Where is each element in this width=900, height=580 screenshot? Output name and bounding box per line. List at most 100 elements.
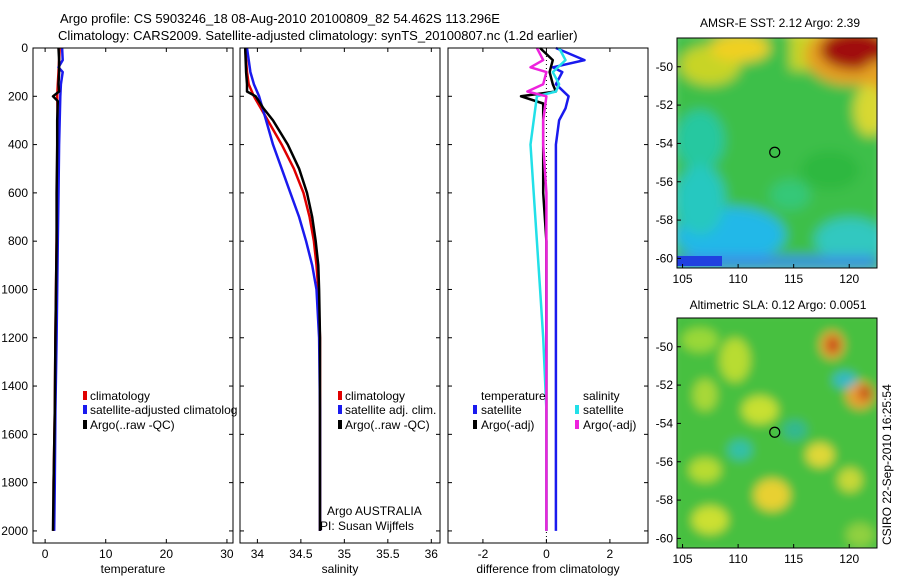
x-tick-label: 105: [673, 552, 693, 566]
argo-annotation-line2: PI: Susan Wijffels: [320, 519, 414, 533]
plot-frame: [239, 47, 441, 544]
y-tick-label: -52: [656, 98, 674, 112]
series-line-climatology: [243, 47, 322, 531]
y-tick-label: 600: [8, 186, 28, 200]
x-tick-label: 30: [220, 547, 234, 561]
y-tick-label: -54: [656, 136, 674, 150]
x-tick-label: 35: [338, 547, 352, 561]
sst-map-title: AMSR-E SST: 2.12 Argo: 2.39: [700, 16, 860, 30]
x-tick-label: -2: [478, 547, 489, 561]
argo-location-marker: [769, 146, 781, 158]
series-line-argo-raw-qc-: [51, 47, 61, 531]
series-line-temperature-satellite: [551, 46, 586, 531]
y-tick-label: -56: [656, 455, 674, 469]
x-tick-label: 35.5: [376, 547, 400, 561]
plot-frame: [32, 47, 234, 544]
y-tick-label: 200: [8, 89, 28, 103]
figure-title-line2: Climatology: CARS2009. Satellite-adjuste…: [58, 28, 578, 43]
legend-label-satellite: satellite-adjusted climatolog: [90, 403, 237, 417]
legend-title-temperature: temperature: [481, 389, 546, 403]
legend-swatch-temp-satellite: [473, 405, 477, 414]
y-tick-label: -56: [656, 175, 674, 189]
y-tick-label: 2000: [1, 524, 28, 538]
legend-swatch-climatology: [83, 391, 87, 400]
legend-swatch-temp-argo: [473, 420, 477, 429]
x-tick-label: 115: [784, 272, 803, 286]
y-tick-label: -60: [656, 531, 674, 545]
legend-swatch-sal-satellite: [575, 405, 579, 414]
legend-label-climatology: climatology: [345, 389, 405, 403]
x-tick-label: 10: [99, 547, 113, 561]
legend-label-satellite: satellite adj. clim.: [345, 403, 436, 417]
map-frame: [676, 37, 878, 269]
series-line-argo-raw-qc-: [243, 47, 322, 531]
y-tick-label: -60: [656, 251, 674, 265]
sst-map-axes: 105 110 115 120 -50 -52 -54 -56 -58 -60: [656, 37, 878, 286]
x-tick-label: 0: [42, 547, 49, 561]
x-tick-label: 110: [729, 552, 748, 566]
x-axis-label: salinity: [322, 562, 359, 576]
x-axis-label: difference from climatology: [476, 562, 619, 576]
legend-label-sal-argo: Argo(-adj): [583, 418, 636, 432]
y-tick-label: 1600: [1, 427, 28, 441]
sla-map-title: Altimetric SLA: 0.12 Argo: 0.0051: [690, 298, 867, 312]
x-tick-label: 0: [543, 547, 550, 561]
y-tick-label: -58: [656, 493, 674, 507]
plot-frame: [447, 47, 649, 544]
sst-heatmap: [677, 38, 877, 268]
y-tick-label: 1200: [1, 331, 28, 345]
legend-label-argo: Argo(..raw -QC): [90, 418, 175, 432]
legend-label-argo: Argo(..raw -QC): [345, 418, 430, 432]
salinity-legend: climatology satellite adj. clim. Argo(..…: [320, 389, 436, 533]
legend-swatch-satellite: [83, 405, 87, 414]
legend-label-temp-argo: Argo(-adj): [481, 418, 534, 432]
y-tick-label: -52: [656, 378, 674, 392]
figure-title-line1: Argo profile: CS 5903246_18 08-Aug-2010 …: [60, 11, 500, 26]
map-frame: [676, 317, 878, 549]
y-tick-label: -50: [656, 60, 674, 74]
x-tick-label: 105: [673, 272, 693, 286]
legend-label-temp-satellite: satellite: [481, 403, 522, 417]
x-tick-label: 36: [425, 547, 439, 561]
argo-location-marker: [769, 426, 781, 438]
legend-swatch-sal-argo: [575, 420, 579, 429]
sla-heatmap: [677, 318, 877, 548]
y-tick-label: 800: [8, 234, 28, 248]
x-tick-label: 34.5: [289, 547, 313, 561]
y-tick-label: 1800: [1, 476, 28, 490]
legend-swatch-argo: [83, 420, 87, 429]
y-tick-label: 1400: [1, 379, 28, 393]
temperature-legend: climatology satellite-adjusted climatolo…: [83, 389, 237, 432]
x-tick-label: 115: [784, 552, 803, 566]
argo-annotation-line1: Argo AUSTRALIA: [327, 504, 422, 518]
x-tick-label: 20: [160, 547, 174, 561]
x-tick-label: 120: [839, 552, 859, 566]
x-tick-label: 2: [607, 547, 614, 561]
legend-swatch-climatology: [338, 391, 342, 400]
salinity-panel: 34 34.5 35 35.5 36 salinity: [239, 47, 441, 576]
legend-title-salinity: salinity: [583, 389, 620, 403]
series-line-salinity-argo-adj-: [526, 47, 548, 531]
y-tick-label: 400: [8, 138, 28, 152]
y-tick-label: -58: [656, 213, 674, 227]
csiro-timestamp: CSIRO 22-Sep-2010 16:25:54: [880, 384, 894, 545]
x-tick-label: 34: [251, 547, 265, 561]
temperature-panel: 0 10 20 30 temperature 0 200 400 600 800 1000 1200 1…: [1, 41, 234, 576]
legend-label-climatology: climatology: [90, 389, 150, 403]
difference-legend: temperature satellite Argo(-adj) salinit…: [473, 389, 636, 432]
x-axis-label: temperature: [101, 562, 166, 576]
series-line-satellite-adj-clim-: [245, 47, 322, 531]
legend-swatch-satellite: [338, 405, 342, 414]
series-line-temperature-argo-adj-: [519, 47, 558, 531]
x-tick-label: 110: [729, 272, 748, 286]
x-tick-label: 120: [839, 272, 859, 286]
y-tick-label: -54: [656, 416, 674, 430]
y-tick-label: 1000: [1, 282, 28, 296]
legend-swatch-argo: [338, 420, 342, 429]
y-tick-label: 0: [21, 41, 28, 55]
y-tick-label: -50: [656, 340, 674, 354]
sla-map-axes: 105 110 115 120 -50 -52 -54 -56 -58 -60: [656, 317, 878, 566]
legend-label-sal-satellite: satellite: [583, 403, 624, 417]
